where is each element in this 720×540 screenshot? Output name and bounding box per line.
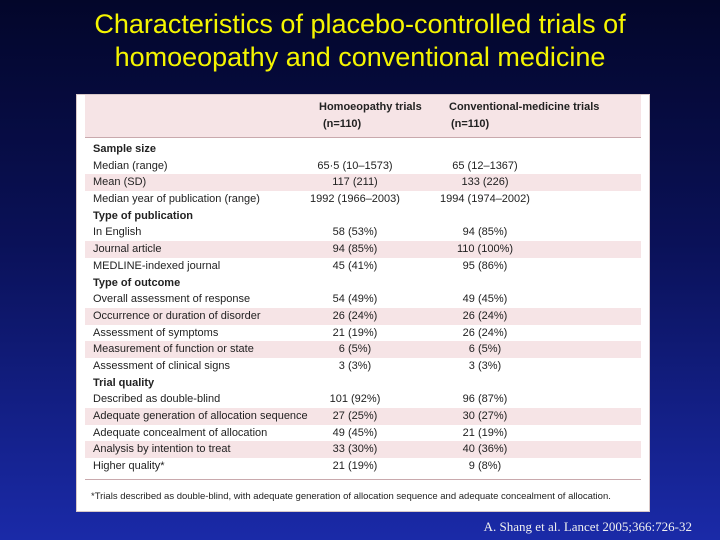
table-divider — [85, 479, 641, 480]
table-row: Assessment of symptoms 21 (19%) 26 (24%) — [85, 325, 641, 342]
table-row: In English 58 (53%) 94 (85%) — [85, 224, 641, 241]
homoeopathy-value: 21 (19%) — [332, 460, 378, 473]
homoeopathy-value: 65·5 (10–1573) — [317, 159, 393, 172]
conventional-value: 26 (24%) — [462, 326, 508, 339]
conventional-value: 40 (36%) — [462, 443, 508, 456]
conventional-value: 110 (100%) — [456, 243, 514, 256]
section-label: Type of outcome — [93, 276, 181, 289]
row-label: Adequate concealment of allocation — [93, 426, 268, 439]
homoeopathy-value: 21 (19%) — [332, 326, 378, 339]
table-body: Sample size Median (range) 65·5 (10–1573) 6… — [85, 141, 641, 475]
col2-n: (n=110) — [451, 118, 490, 130]
conventional-value: 30 (27%) — [462, 410, 508, 422]
homoeopathy-value: 117 (211) — [332, 176, 378, 189]
slide-title: Characteristics of placebo-controlled tr… — [0, 8, 720, 74]
table-row: Higher quality* 21 (19%) 9 (8%) — [85, 458, 641, 475]
homoeopathy-value: 3 (3%) — [338, 359, 372, 372]
conventional-value: 21 (19%) — [462, 426, 508, 439]
homoeopathy-value: 94 (85%) — [332, 243, 378, 256]
conventional-value: 95 (86%) — [462, 259, 508, 272]
conventional-value: 26 (24%) — [462, 309, 508, 322]
section-label: Trial quality — [93, 376, 155, 389]
homoeopathy-value: 6 (5%) — [338, 343, 372, 356]
row-label: Median (range) — [93, 159, 168, 172]
table-row: Median (range) 65·5 (10–1573) 65 (12–1367) — [85, 158, 641, 175]
row-label: In English — [93, 226, 142, 239]
conventional-value: 49 (45%) — [462, 293, 508, 306]
row-label: MEDLINE-indexed journal — [93, 259, 221, 272]
conventional-value: 3 (3%) — [468, 359, 502, 372]
row-label: Measurement of function or state — [93, 343, 254, 356]
col1-header: Homoeopathy trials — [319, 101, 422, 113]
table-row: Adequate concealment of allocation 49 (45… — [85, 425, 641, 442]
conventional-value: 1994 (1974–2002) — [440, 193, 530, 206]
conventional-value: 65 (12–1367) — [452, 159, 518, 172]
table-row: Median year of publication (range) 1992 (… — [85, 191, 641, 208]
table-row: Adequate generation of allocation sequen… — [85, 408, 641, 425]
homoeopathy-value: 26 (24%) — [332, 309, 378, 322]
row-label: Described as double-blind — [93, 393, 221, 406]
homoeopathy-value: 49 (45%) — [332, 426, 378, 439]
title-line-2: homoeopathy and conventional medicine — [114, 42, 606, 72]
col1-n: (n=110) — [323, 118, 362, 130]
homoeopathy-value: 33 (30%) — [332, 443, 378, 456]
section-header-row: Type of publication — [85, 208, 641, 225]
conventional-value: 96 (87%) — [462, 393, 508, 406]
row-label: Overall assessment of response — [93, 293, 251, 306]
table-header: Homoeopathy trials (n=110) Conventional-… — [85, 95, 641, 138]
table-row: Measurement of function or state 6 (5%) 6 … — [85, 341, 641, 358]
homoeopathy-value: 58 (53%) — [332, 226, 378, 239]
homoeopathy-value: 27 (25%) — [332, 410, 378, 422]
row-label: Higher quality* — [93, 460, 165, 473]
col2-header: Conventional-medicine trials — [449, 101, 600, 113]
row-label: Assessment of symptoms — [93, 326, 219, 339]
row-label: Median year of publication (range) — [93, 193, 260, 206]
row-label: Adequate generation of allocation sequen… — [93, 410, 308, 422]
row-label: Analysis by intention to treat — [93, 443, 231, 456]
section-label: Sample size — [93, 143, 156, 155]
table-row: Assessment of clinical signs 3 (3%) 3 (3%) — [85, 358, 641, 375]
homoeopathy-value: 54 (49%) — [332, 293, 378, 306]
table-panel: Homoeopathy trials (n=110) Conventional-… — [76, 94, 650, 512]
table-row: MEDLINE-indexed journal 45 (41%) 95 (86%) — [85, 258, 641, 275]
title-line-1: Characteristics of placebo-controlled tr… — [94, 9, 626, 39]
conventional-value: 133 (226) — [461, 176, 509, 189]
section-header-row: Trial quality — [85, 375, 641, 392]
row-label: Assessment of clinical signs — [93, 359, 230, 372]
section-label: Type of publication — [93, 209, 194, 222]
section-header-row: Sample size — [85, 141, 641, 158]
homoeopathy-value: 45 (41%) — [332, 259, 378, 272]
citation: A. Shang et al. Lancet 2005;366:726-32 — [483, 519, 692, 534]
table-row: Analysis by intention to treat 33 (30%) 40… — [85, 441, 641, 459]
homoeopathy-value: 1992 (1966–2003) — [310, 193, 400, 206]
table-row: Described as double-blind 101 (92%) 96 (87… — [85, 391, 641, 408]
table-row: Occurrence or duration of disorder 26 (24… — [85, 307, 641, 325]
conventional-value: 94 (85%) — [462, 226, 508, 239]
homoeopathy-value: 101 (92%) — [329, 393, 381, 406]
row-label: Occurrence or duration of disorder — [93, 309, 261, 322]
conventional-value: 6 (5%) — [468, 343, 502, 356]
conventional-value: 9 (8%) — [468, 460, 502, 473]
table-row: Journal article 94 (85%) 110 (100%) — [85, 241, 641, 258]
table-footnote: *Trials described as double-blind, with … — [91, 491, 611, 502]
table-row: Overall assessment of response 54 (49%) 49… — [85, 291, 641, 308]
section-header-row: Type of outcome — [85, 275, 641, 292]
table-row: Mean (SD) 117 (211) 133 (226) — [85, 174, 641, 192]
row-label: Journal article — [93, 243, 162, 256]
row-label: Mean (SD) — [93, 176, 147, 189]
